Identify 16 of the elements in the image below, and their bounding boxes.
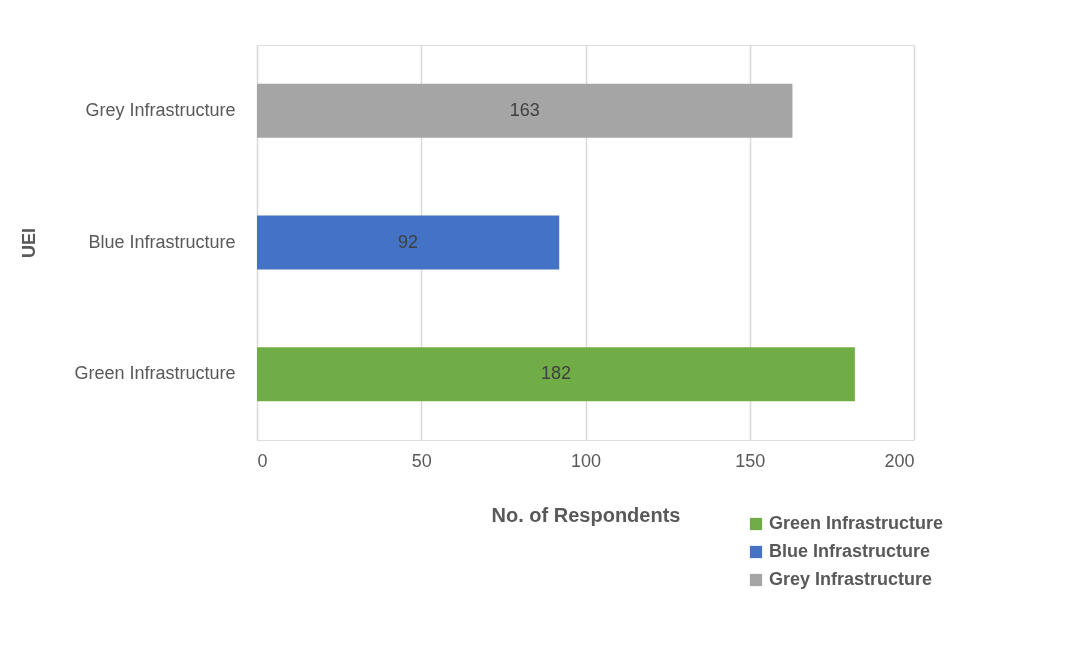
legend-label: Grey Infrastructure (769, 569, 933, 589)
x-tick-label: 100 (570, 450, 602, 471)
y-tick-label: Green Infrastructure (74, 363, 236, 384)
legend-label: Blue Infrastructure (769, 541, 931, 561)
x-axis-title: No. of Respondents (491, 503, 681, 526)
x-tick-label: 50 (411, 450, 432, 471)
x-tick-label: 0 (257, 450, 268, 471)
x-tick-label: 150 (735, 450, 766, 471)
y-tick-label: Grey Infrastructure (85, 99, 236, 120)
data-label: 163 (509, 99, 540, 120)
x-tick-label: 200 (884, 450, 915, 471)
y-tick-label: Blue Infrastructure (88, 231, 236, 252)
legend-label: Green Infrastructure (769, 513, 944, 533)
y-axis-title: UEI (19, 227, 40, 259)
data-label: 182 (540, 363, 571, 384)
data-label: 92 (398, 231, 419, 252)
